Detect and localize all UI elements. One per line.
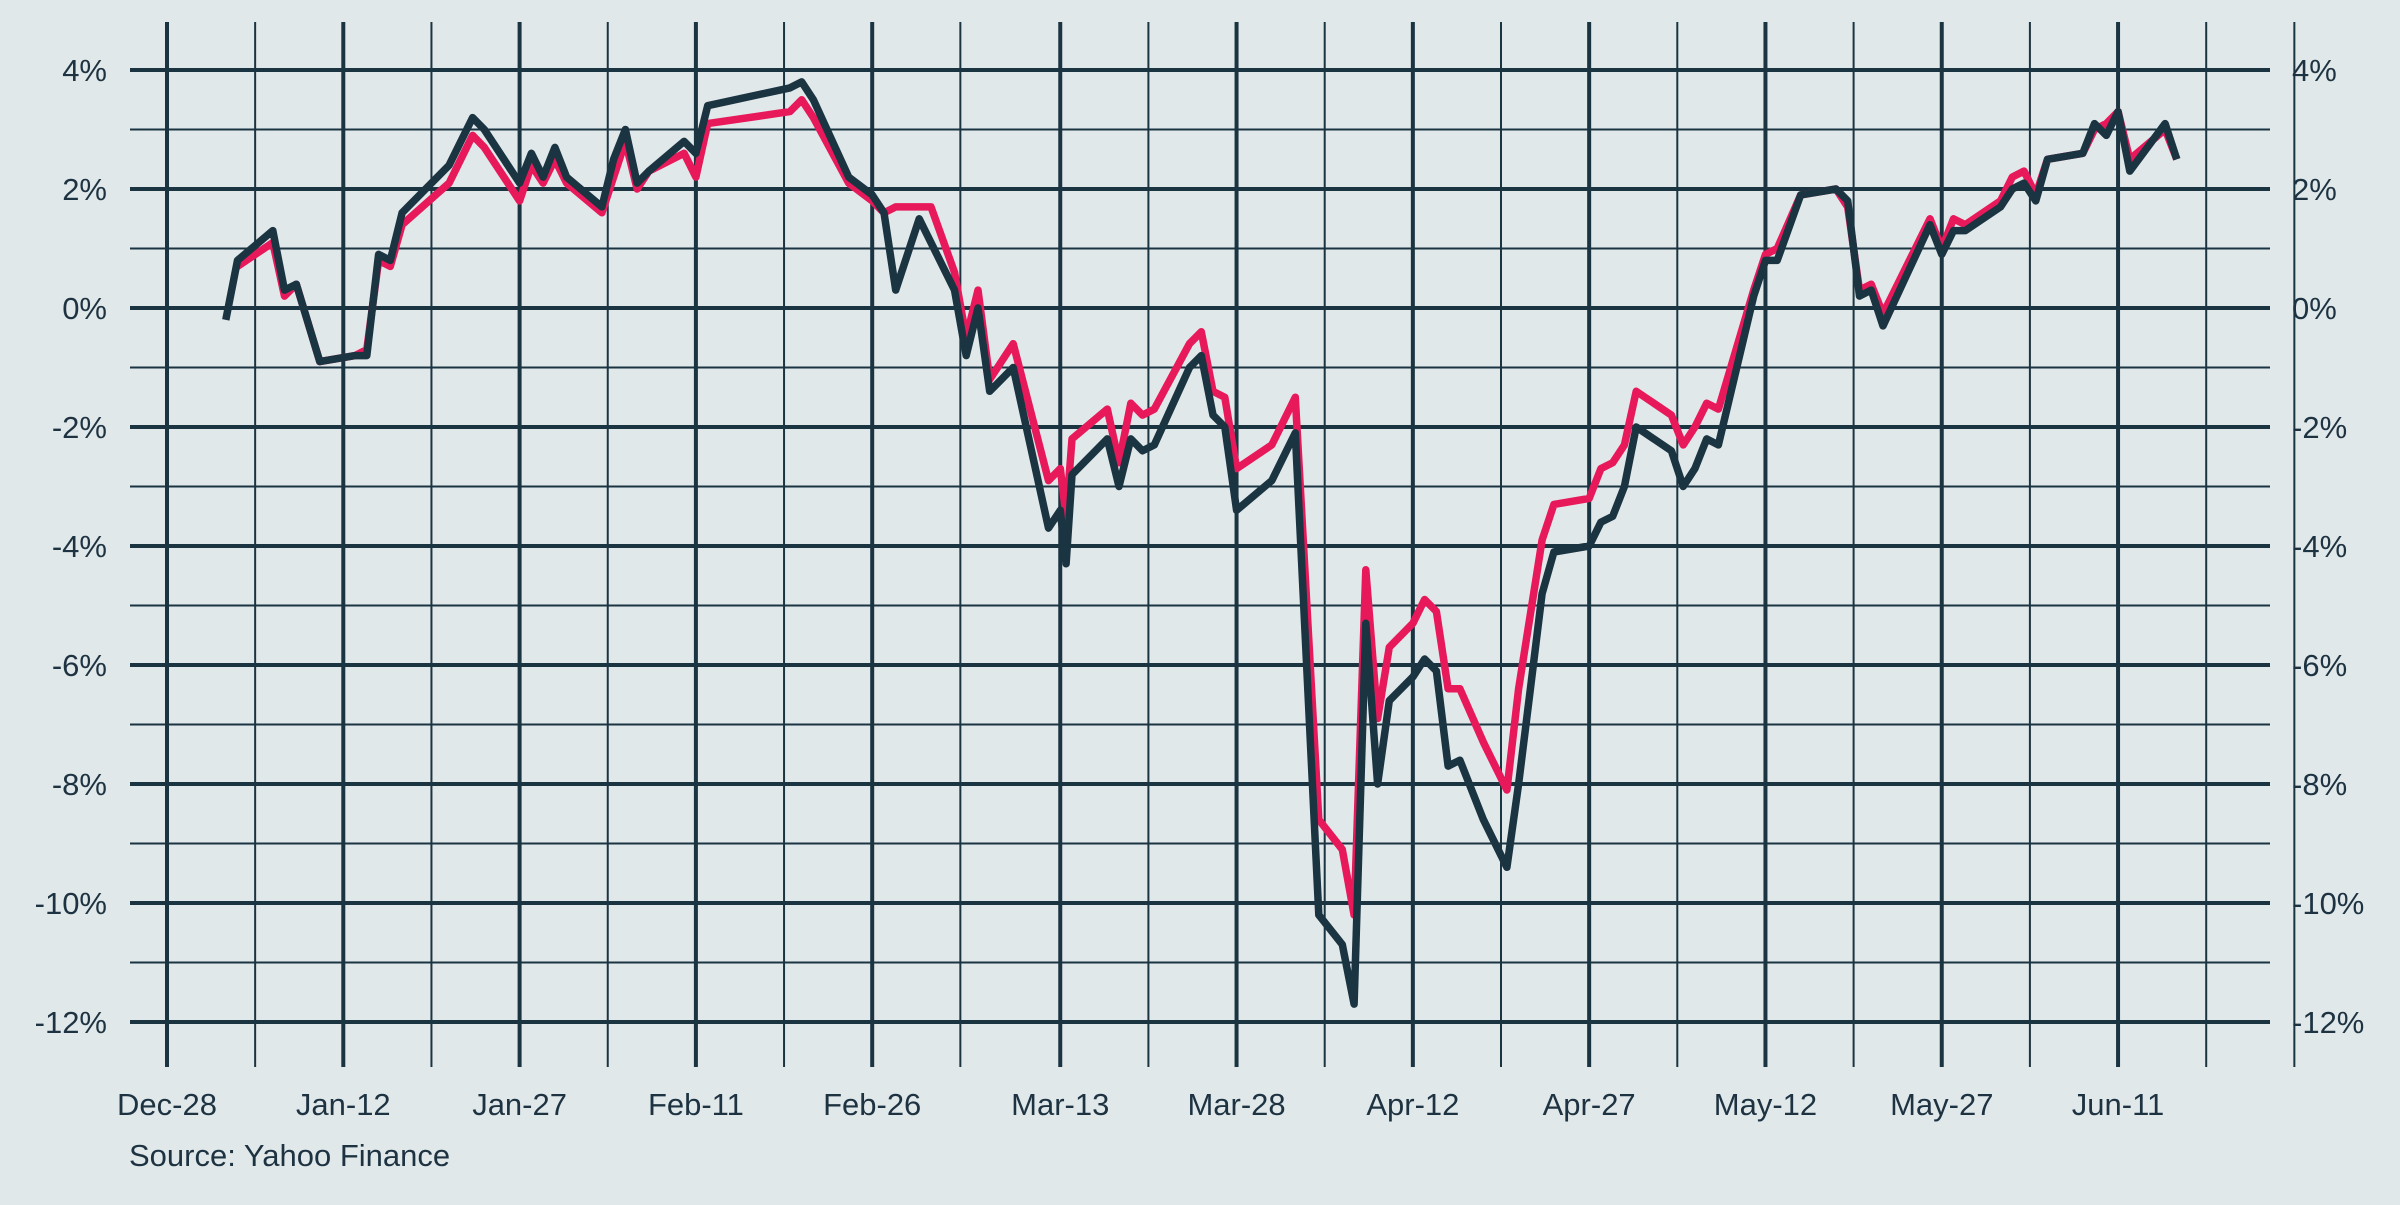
x-tick-label: Feb-26 <box>823 1087 921 1122</box>
y-tick-label-left: -8% <box>52 767 107 802</box>
x-tick-label: May-27 <box>1890 1087 1993 1122</box>
y-tick-label-left: 4% <box>62 53 107 88</box>
major-gridlines <box>130 22 2270 1067</box>
y-tick-label-left: -6% <box>52 648 107 683</box>
y-tick-label-right: 0% <box>2292 291 2337 326</box>
x-tick-label: Jun-11 <box>2072 1087 2165 1122</box>
y-tick-label-right: -4% <box>2292 529 2347 564</box>
y-tick-label-right: -2% <box>2292 410 2347 445</box>
y-tick-label-left: -10% <box>35 886 107 921</box>
y-tick-label-right: 2% <box>2292 172 2337 207</box>
y-tick-label-right: -6% <box>2292 648 2347 683</box>
y-tick-label-left: 2% <box>62 172 107 207</box>
y-tick-label-right: -12% <box>2292 1005 2364 1040</box>
tick-labels: Dec-28 Jan-12 Jan-27 Feb-11 Feb-26 Mar-13 Mar-… <box>35 53 2365 1122</box>
y-tick-label-right: -10% <box>2292 886 2364 921</box>
y-tick-label-right: 4% <box>2292 53 2337 88</box>
x-tick-label: Dec-28 <box>117 1087 217 1122</box>
y-tick-label-right: -8% <box>2292 767 2347 802</box>
x-tick-label: Mar-13 <box>1011 1087 1109 1122</box>
y-tick-label-left: -2% <box>52 410 107 445</box>
x-tick-label: Jan-12 <box>296 1087 391 1122</box>
x-tick-label: Feb-11 <box>648 1087 744 1122</box>
y-tick-label-left: 0% <box>62 291 107 326</box>
x-tick-label: Jan-27 <box>472 1087 567 1122</box>
x-tick-label: Apr-12 <box>1366 1087 1459 1122</box>
series-line-2 <box>222 78 2181 1008</box>
series-lines <box>222 78 2181 1008</box>
series-line-1 <box>235 96 2181 919</box>
source-note: Source: Yahoo Finance <box>129 1138 451 1173</box>
y-tick-label-left: -4% <box>52 529 107 564</box>
x-tick-label: Apr-27 <box>1543 1087 1636 1122</box>
y-tick-label-left: -12% <box>35 1005 107 1040</box>
x-tick-label: Mar-28 <box>1187 1087 1285 1122</box>
x-tick-label: May-12 <box>1714 1087 1817 1122</box>
